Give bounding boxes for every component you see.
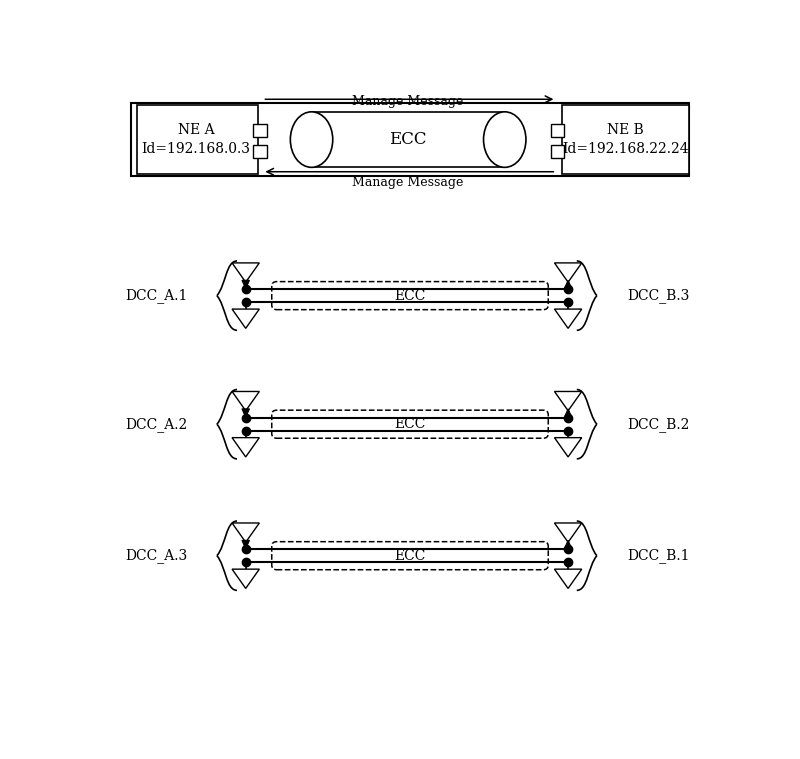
Ellipse shape	[290, 112, 333, 167]
Polygon shape	[232, 523, 259, 542]
Bar	[550, 124, 564, 137]
Polygon shape	[564, 280, 572, 288]
Polygon shape	[564, 540, 572, 549]
Polygon shape	[554, 392, 582, 411]
Bar	[253, 124, 266, 137]
Polygon shape	[242, 540, 250, 549]
Text: ECC: ECC	[394, 288, 426, 303]
Bar	[131, 102, 689, 176]
Bar	[311, 112, 505, 167]
Text: ECC: ECC	[394, 417, 426, 431]
Text: DCC_B.1: DCC_B.1	[627, 548, 690, 563]
Bar	[550, 146, 564, 159]
Text: Manage Message: Manage Message	[353, 176, 464, 189]
FancyBboxPatch shape	[272, 410, 548, 438]
Text: NE B
Id=192.168.22.24: NE B Id=192.168.22.24	[562, 124, 689, 156]
FancyBboxPatch shape	[272, 282, 548, 310]
Text: DCC_B.3: DCC_B.3	[627, 288, 690, 303]
Text: DCC_A.1: DCC_A.1	[125, 288, 187, 303]
Text: NE A
Id=192.168.0.3: NE A Id=192.168.0.3	[142, 124, 250, 156]
Text: DCC_B.2: DCC_B.2	[627, 417, 690, 432]
Polygon shape	[232, 392, 259, 411]
Bar	[253, 146, 266, 159]
Text: ECC: ECC	[394, 549, 426, 562]
Bar	[562, 105, 689, 174]
Text: DCC_A.3: DCC_A.3	[125, 548, 187, 563]
Polygon shape	[232, 569, 259, 588]
Polygon shape	[232, 309, 259, 329]
Polygon shape	[564, 409, 572, 417]
Polygon shape	[232, 438, 259, 457]
Text: DCC_A.2: DCC_A.2	[125, 417, 187, 432]
Polygon shape	[554, 523, 582, 542]
Bar	[138, 105, 258, 174]
Polygon shape	[554, 263, 582, 282]
Polygon shape	[554, 309, 582, 329]
Polygon shape	[554, 438, 582, 457]
Text: ECC: ECC	[390, 131, 427, 148]
Text: Manage Message: Manage Message	[353, 95, 464, 109]
Polygon shape	[242, 409, 250, 417]
Ellipse shape	[483, 112, 526, 167]
FancyBboxPatch shape	[272, 542, 548, 570]
Polygon shape	[242, 280, 250, 288]
Polygon shape	[554, 569, 582, 588]
Polygon shape	[232, 263, 259, 282]
